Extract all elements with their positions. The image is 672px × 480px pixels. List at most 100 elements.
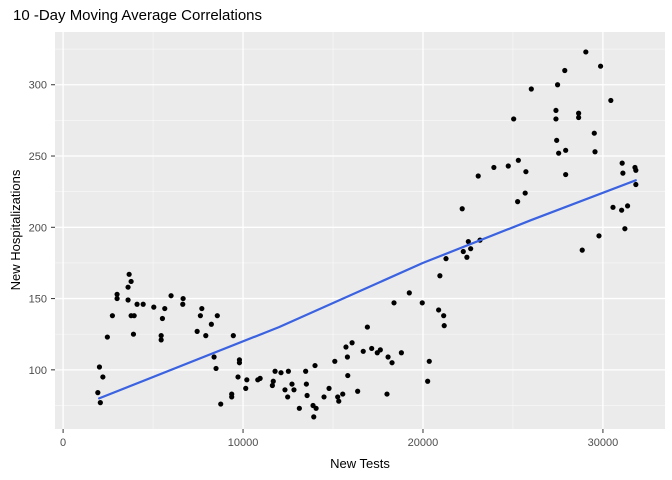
data-point: [213, 365, 219, 372]
data-point: [622, 226, 628, 232]
data-point: [528, 86, 534, 92]
x-tick-label: 20000: [408, 437, 439, 449]
data-point: [460, 248, 466, 255]
data-point: [562, 67, 568, 74]
data-point: [369, 345, 375, 352]
data-point: [236, 360, 243, 366]
data-point: [554, 82, 561, 88]
data-point: [553, 116, 559, 122]
panel-background: [55, 32, 665, 429]
data-point: [425, 378, 431, 384]
data-point: [134, 301, 140, 307]
data-point: [244, 377, 250, 383]
x-axis-title: New Tests: [330, 456, 390, 471]
data-point: [211, 354, 217, 360]
chart-title: 10 -Day Moving Average Correlations: [13, 7, 263, 24]
data-point: [336, 398, 342, 404]
data-point: [576, 114, 582, 121]
data-point: [199, 305, 205, 312]
data-point: [151, 304, 157, 310]
data-point: [391, 300, 397, 306]
data-point: [311, 414, 317, 420]
data-point: [289, 381, 295, 387]
data-point: [285, 394, 291, 400]
data-point: [563, 171, 569, 178]
data-point: [619, 207, 625, 213]
data-point: [303, 381, 309, 387]
data-point: [468, 246, 474, 252]
data-point: [180, 295, 186, 302]
data-point: [285, 368, 291, 374]
data-point: [126, 271, 132, 277]
y-tick-label: 200: [29, 222, 47, 234]
data-point: [312, 362, 318, 369]
data-point: [443, 256, 449, 262]
data-point: [556, 150, 562, 156]
data-point: [592, 149, 598, 155]
data-point: [597, 63, 604, 69]
data-point: [419, 300, 425, 306]
data-point: [620, 170, 626, 176]
data-point: [633, 167, 639, 173]
data-point: [230, 333, 236, 339]
data-point: [624, 203, 631, 209]
data-point: [633, 181, 639, 188]
data-point: [608, 97, 614, 104]
data-point: [426, 358, 432, 364]
data-point: [340, 391, 346, 397]
data-point: [197, 313, 203, 319]
data-point: [97, 400, 103, 406]
x-tick-label: 10000: [228, 437, 259, 449]
data-point: [349, 340, 355, 346]
data-point: [282, 387, 288, 393]
data-point: [523, 169, 529, 175]
data-point: [522, 190, 528, 196]
data-point: [131, 313, 137, 319]
data-point: [257, 375, 263, 381]
data-point: [109, 313, 116, 319]
data-point: [398, 350, 404, 356]
data-point: [158, 337, 164, 343]
data-point: [355, 388, 361, 394]
data-point: [579, 247, 585, 253]
data-point: [364, 324, 370, 330]
data-point: [270, 378, 276, 384]
trend-line: [98, 179, 637, 400]
data-point: [208, 321, 214, 327]
data-point: [125, 297, 131, 303]
data-point: [377, 347, 383, 353]
data-point: [406, 290, 412, 296]
data-point: [459, 206, 465, 212]
y-tick-label: 150: [29, 294, 47, 306]
y-tick-label: 250: [29, 151, 47, 163]
data-point: [344, 354, 351, 360]
data-point: [335, 394, 341, 400]
data-point: [158, 333, 164, 339]
data-point: [583, 49, 589, 55]
data-point: [180, 301, 186, 307]
data-point: [360, 348, 366, 354]
data-point: [465, 238, 471, 245]
data-point: [162, 305, 168, 312]
data-point: [345, 372, 351, 379]
data-point: [243, 385, 249, 391]
data-point: [563, 147, 569, 153]
data-point: [114, 295, 120, 302]
data-point: [441, 323, 447, 329]
data-point: [269, 382, 275, 389]
data-point: [104, 334, 110, 340]
data-point: [304, 392, 310, 399]
data-point: [168, 293, 174, 299]
data-point: [343, 344, 349, 350]
data-point: [128, 278, 134, 285]
data-point: [130, 331, 137, 337]
data-point: [464, 254, 470, 260]
data-point: [272, 368, 278, 374]
data-point: [313, 405, 319, 411]
data-point: [218, 401, 224, 407]
data-point: [475, 173, 481, 179]
data-point: [441, 313, 447, 319]
data-point: [291, 387, 297, 393]
